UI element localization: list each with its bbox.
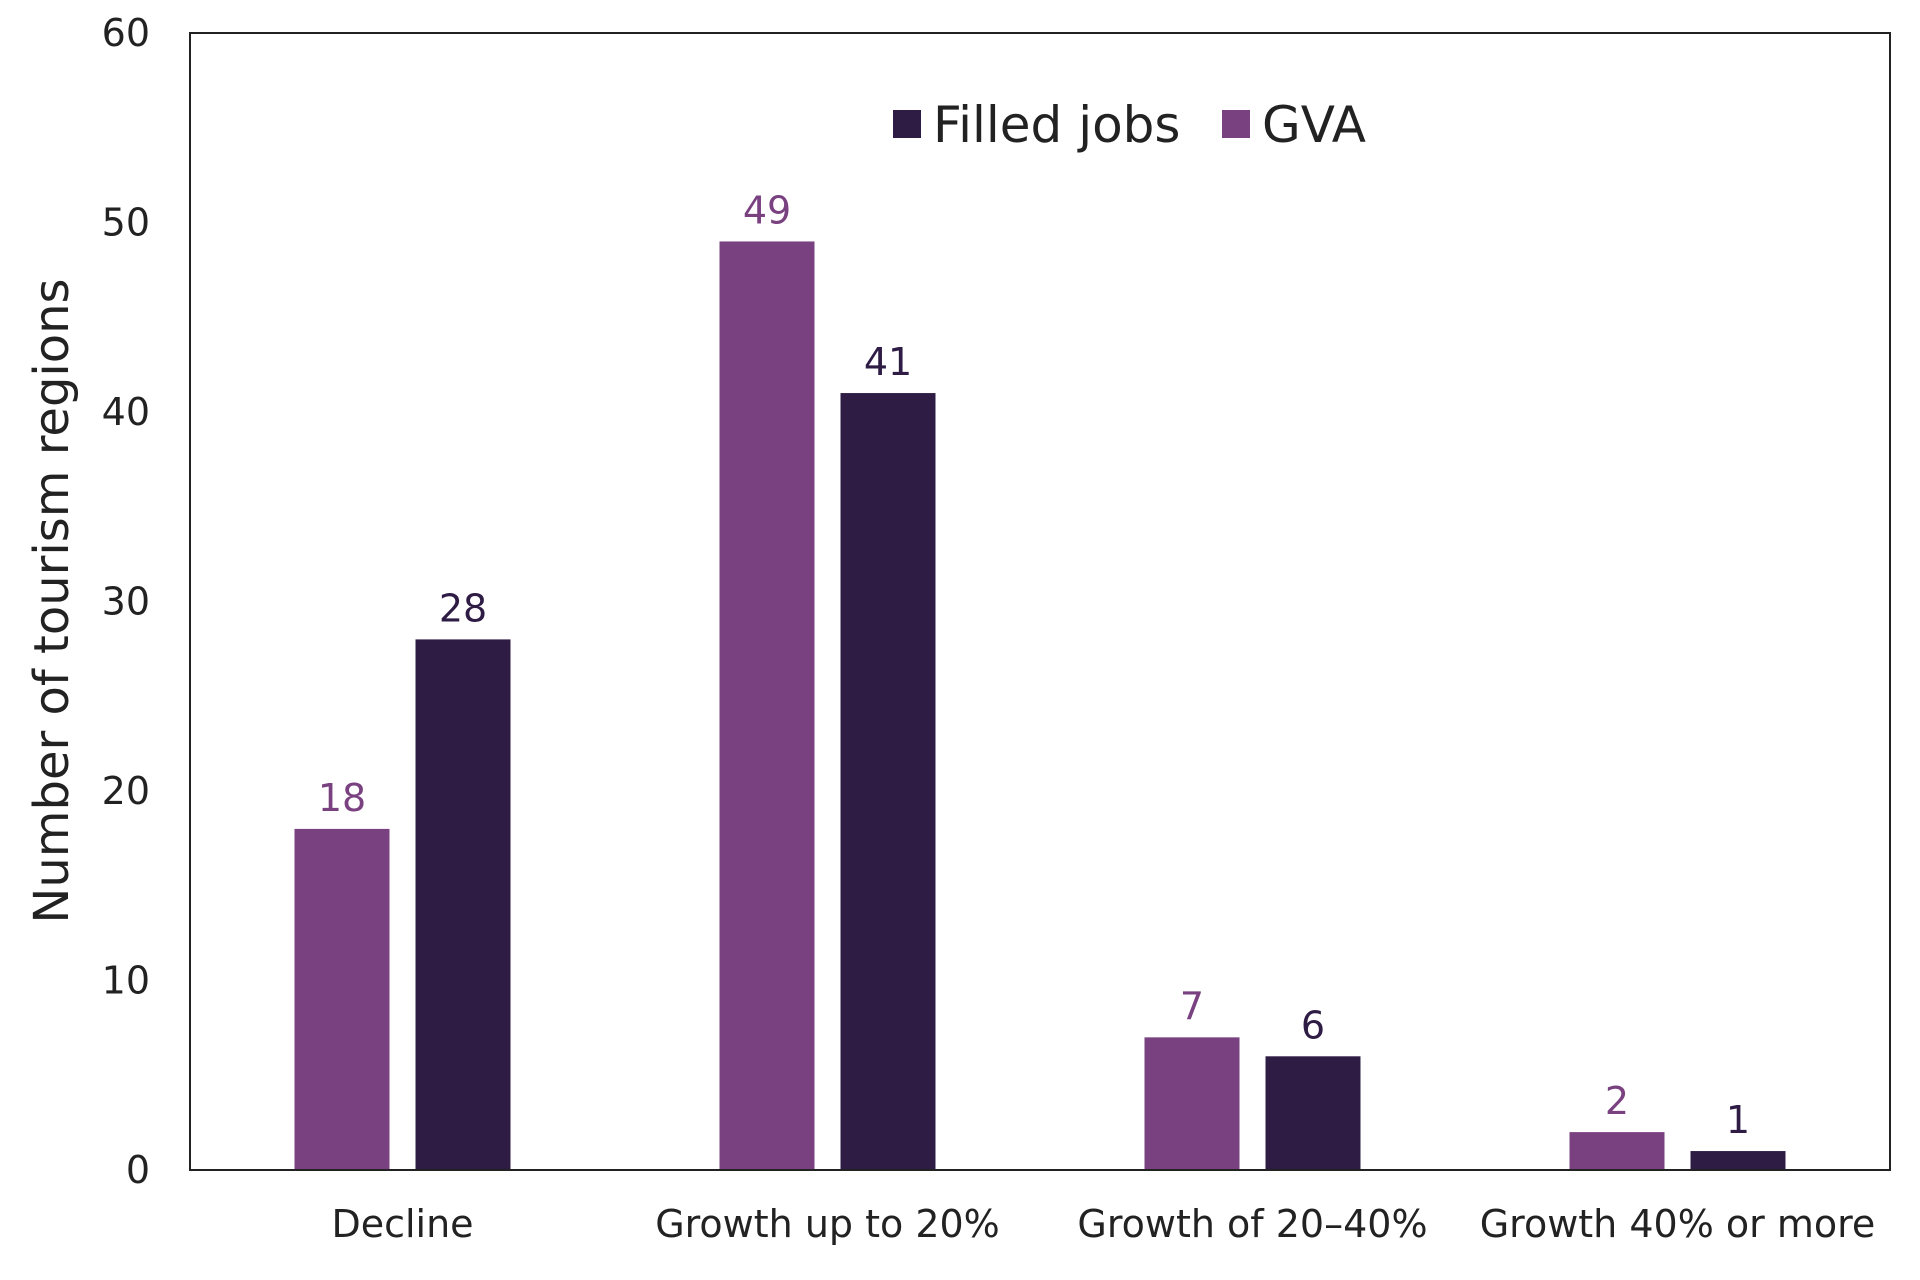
y-tick-label: 0 [126,1148,150,1192]
x-tick-label: Decline [331,1202,473,1246]
data-labels-group: 18 28 49 41 7 6 2 1 [318,188,1750,1142]
data-label-gva-growth-of-20-40: 7 [1180,984,1204,1028]
bar-gva-growth-up-to-20 [719,241,815,1170]
y-tick-label: 10 [102,959,150,1003]
y-axis-title: Number of tourism regions [24,278,80,923]
data-label-filled-jobs-decline: 28 [439,586,487,630]
bar-filled-jobs-growth-40-or-more [1690,1151,1786,1170]
y-tick-label: 40 [102,390,150,434]
x-tick-label: Growth 40% or more [1480,1202,1876,1246]
legend-label-gva: GVA [1262,96,1366,154]
y-tick-label: 20 [102,769,150,813]
data-label-filled-jobs-growth-of-20-40: 6 [1301,1003,1325,1047]
plot-area-frame [189,32,1891,1171]
y-axis-ticks: 0 10 20 30 40 50 60 [102,11,150,1192]
legend: Filled jobs GVA [893,96,1366,154]
data-label-gva-growth-up-to-20: 49 [743,188,791,232]
data-label-filled-jobs-growth-up-to-20: 41 [864,340,912,384]
bar-filled-jobs-growth-up-to-20 [840,393,936,1170]
data-label-gva-growth-40-or-more: 2 [1605,1079,1629,1123]
bar-filled-jobs-growth-of-20-40 [1265,1056,1361,1170]
x-axis-ticks: Decline Growth up to 20% Growth of 20–40% G… [331,1202,1875,1246]
data-label-gva-decline: 18 [318,776,366,820]
y-tick-label: 60 [102,11,150,55]
legend-label-filled-jobs: Filled jobs [933,96,1180,154]
legend-swatch-gva [1222,110,1250,138]
y-tick-label: 50 [102,201,150,245]
bar-gva-growth-40-or-more [1569,1132,1665,1170]
data-label-filled-jobs-growth-40-or-more: 1 [1726,1098,1750,1142]
y-tick-label: 30 [102,580,150,624]
bar-gva-growth-of-20-40 [1144,1037,1240,1170]
x-tick-label: Growth of 20–40% [1077,1202,1427,1246]
bars-group [294,241,1786,1170]
bar-filled-jobs-decline [415,639,511,1170]
bar-gva-decline [294,828,390,1170]
legend-swatch-filled-jobs [893,110,921,138]
x-tick-label: Growth up to 20% [655,1202,1000,1246]
